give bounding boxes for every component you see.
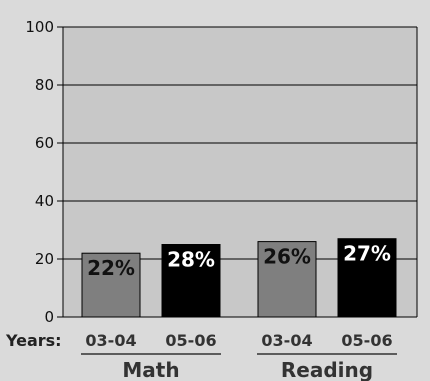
y-axis-ticks: 0 20 40 60 80 100 (25, 18, 54, 326)
y-tick-label-0: 0 (44, 308, 54, 326)
data-label-reading-03-04: 26% (263, 245, 311, 269)
bar-math-03-04 (81, 252, 141, 318)
x-tick-label-reading-05-06: 05-06 (341, 331, 392, 350)
y-tick-label-60: 60 (35, 134, 54, 152)
x-tick-label-math-03-04: 03-04 (85, 331, 136, 350)
group-label-math: Math (122, 358, 179, 381)
y-tick-label-40: 40 (35, 192, 54, 210)
data-label-reading-05-06: 27% (343, 242, 391, 266)
bars: 22% 28% 26% 27% (81, 238, 397, 318)
data-label-math-03-04: 22% (87, 256, 135, 280)
data-label-math-05-06: 28% (167, 248, 215, 272)
bar-math-05-06 (161, 244, 221, 318)
bar-reading-03-04 (257, 241, 317, 318)
group-label-reading: Reading (281, 358, 373, 381)
bar-reading-05-06 (337, 238, 397, 318)
x-tick-label-reading-03-04: 03-04 (261, 331, 312, 350)
y-tick-label-80: 80 (35, 76, 54, 94)
y-tick-label-100: 100 (25, 18, 54, 36)
x-tick-label-math-05-06: 05-06 (165, 331, 216, 350)
y-tick-label-20: 20 (35, 250, 54, 268)
x-axis-labels: Years: 03-04 05-06 03-04 05-06 Math Reading (5, 331, 397, 381)
years-label: Years: (5, 331, 62, 350)
